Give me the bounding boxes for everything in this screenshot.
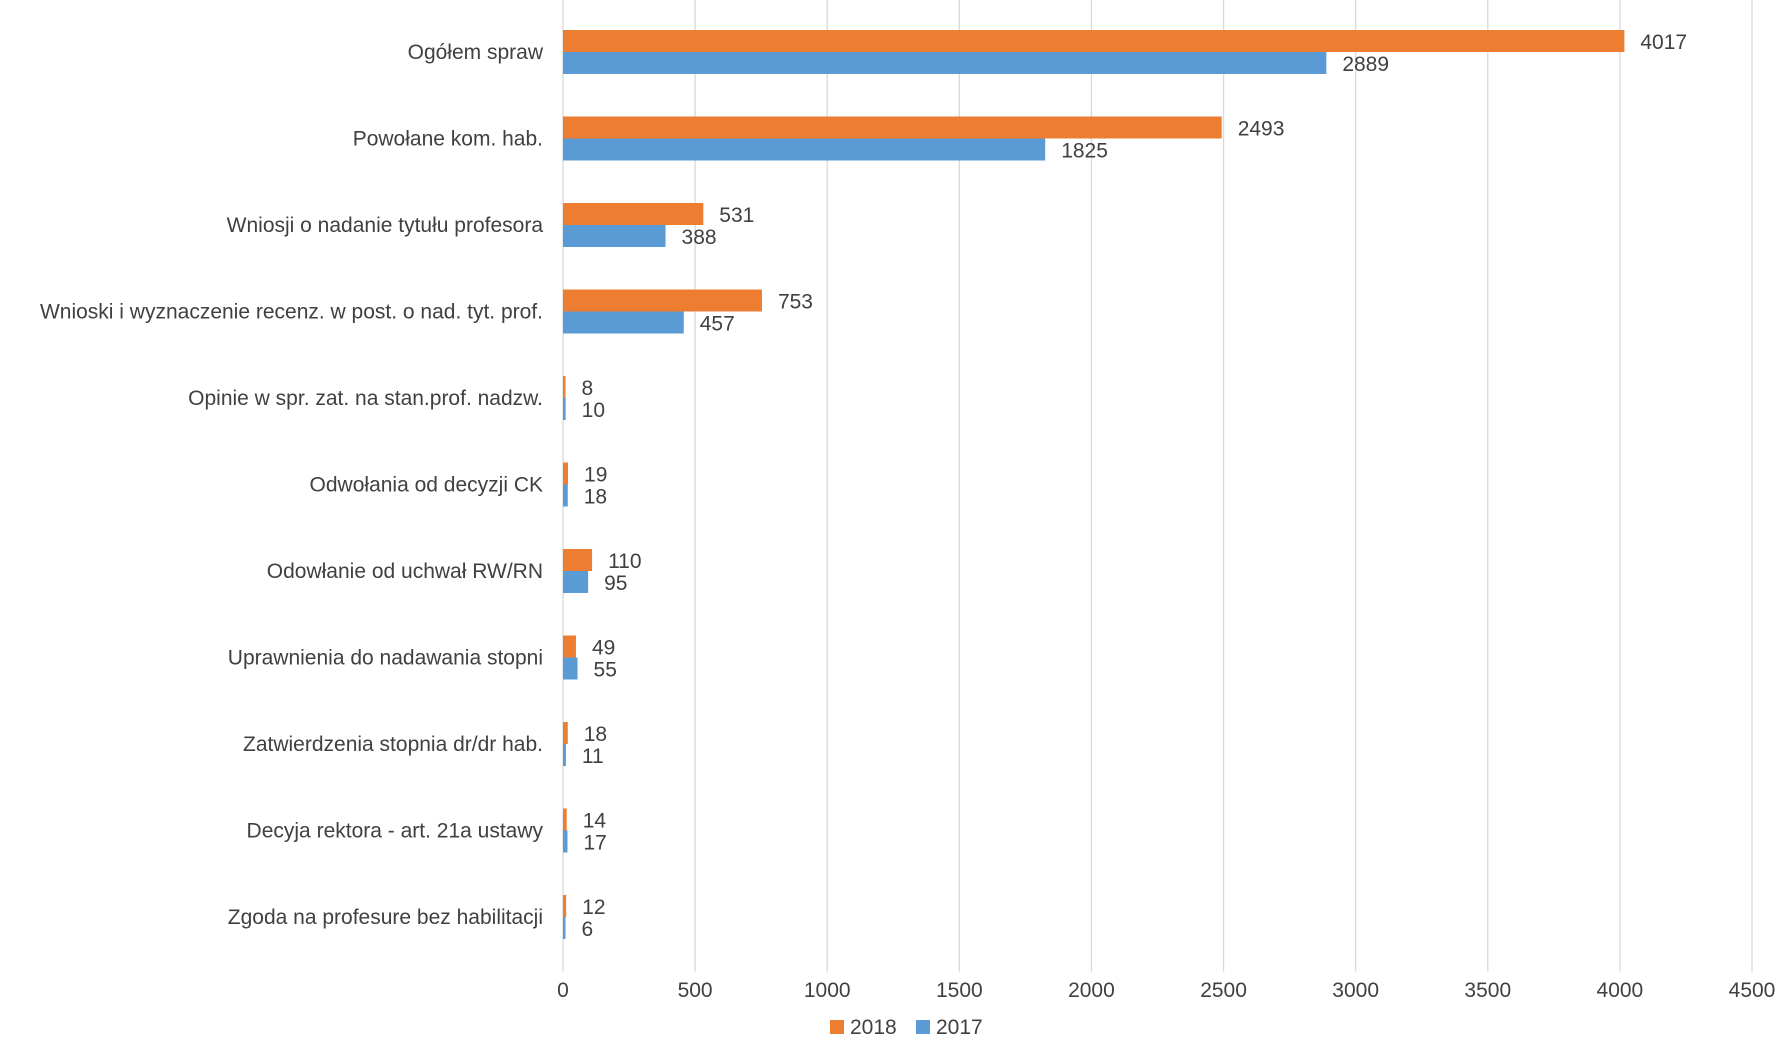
data-label-2017: 11 [582,745,604,768]
category-labels: Ogółem spraw Powołane kom. hab. Wniosji o … [40,41,544,929]
data-labels: 4017288924931825531388753457810191811095… [582,31,1688,941]
data-label-2017: 2889 [1342,53,1389,76]
data-label-2017: 6 [582,918,594,941]
bar-2018 [563,549,592,571]
category-label: Odowłanie od uchwał RW/RN [267,560,543,583]
data-label-2018: 49 [592,637,615,660]
data-label-2017: 18 [584,486,607,509]
data-label-2017: 388 [682,226,717,249]
category-label: Wnioski i wyznaczenie recenz. w post. o … [40,301,543,324]
legend-label-2017: 2017 [936,1016,983,1039]
bar-2017 [563,658,578,680]
category-label: Wniosji o nadanie tytułu profesora [227,214,544,237]
data-label-2018: 12 [582,896,605,919]
bar-2017 [563,312,684,334]
category-label: Opinie w spr. zat. na stan.prof. nadzw. [188,387,543,410]
x-tick-label: 1000 [804,979,851,1002]
bar-2017 [563,485,568,507]
data-label-2018: 4017 [1640,31,1687,54]
data-label-2017: 55 [594,659,617,682]
x-axis-tick-labels: 0 500 1000 1500 2000 2500 3000 3500 4000 4500 [557,979,1775,1002]
data-label-2017: 95 [604,572,627,595]
legend-swatch-2018 [830,1020,844,1034]
x-tick-label: 1500 [936,979,983,1002]
bar-2018 [563,722,568,744]
data-label-2017: 1825 [1061,140,1108,163]
data-label-2018: 19 [584,464,607,487]
bar-2018 [563,636,576,658]
bar-2018 [563,117,1222,139]
category-label: Uprawnienia do nadawania stopni [228,647,543,670]
bar-2018 [563,809,567,831]
bar-2017 [563,744,566,766]
bar-2018 [563,203,703,225]
category-label: Powołane kom. hab. [353,128,543,151]
category-label: Odwołania od decyzji CK [310,474,543,497]
category-label: Decyja rektora - art. 21a ustawy [247,820,544,843]
bar-2017 [563,225,666,247]
bar-2017 [563,52,1326,74]
bar-2017 [563,398,566,420]
bar-2018 [563,376,566,398]
data-label-2017: 457 [700,313,735,336]
legend: 2018 2017 [830,1016,983,1039]
data-label-2018: 531 [719,204,754,227]
x-tick-label: 4500 [1729,979,1776,1002]
bar-2018 [563,30,1624,52]
category-label: Zgoda na profesure bez habilitacji [228,906,543,929]
data-label-2018: 14 [583,810,607,833]
x-tick-label: 2000 [1068,979,1115,1002]
bar-2017 [563,571,588,593]
x-tick-label: 2500 [1200,979,1247,1002]
legend-label-2018: 2018 [850,1016,897,1039]
bar-2018 [563,895,566,917]
data-label-2017: 17 [583,832,606,855]
x-tick-label: 4000 [1597,979,1644,1002]
bar-2018 [563,290,762,312]
data-label-2018: 8 [582,377,594,400]
x-tick-label: 3500 [1464,979,1511,1002]
x-tick-label: 500 [678,979,713,1002]
data-label-2018: 110 [608,550,641,573]
data-label-2018: 753 [778,291,813,314]
data-label-2018: 2493 [1238,118,1285,141]
data-label-2017: 10 [582,399,605,422]
bars [563,30,1624,939]
legend-swatch-2017 [916,1020,930,1034]
data-label-2018: 18 [584,723,607,746]
bar-2018 [563,463,568,485]
bar-2017 [563,139,1045,161]
bar-2017 [563,917,566,939]
x-tick-label: 0 [557,979,569,1002]
category-label: Ogółem spraw [408,41,544,64]
x-tick-label: 3000 [1332,979,1379,1002]
category-label: Zatwierdzenia stopnia dr/dr hab. [243,733,543,756]
bar-2017 [563,831,567,853]
